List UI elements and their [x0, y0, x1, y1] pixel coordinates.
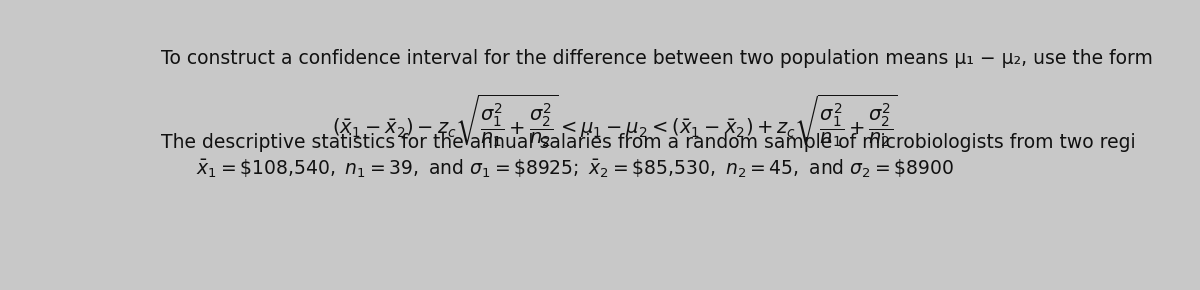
- Text: $\bar{x}_1 = \$108{,}540,\ n_1 = 39,\ \mathrm{and}\ \sigma_1 = \$8925;\ \bar{x}_: $\bar{x}_1 = \$108{,}540,\ n_1 = 39,\ \m…: [197, 158, 954, 180]
- Text: To construct a confidence interval for the difference between two population mea: To construct a confidence interval for t…: [161, 49, 1153, 68]
- Text: $\left(\bar{x}_1 - \bar{x}_2\right) - z_c\sqrt{\dfrac{\sigma_1^2}{n_1} + \dfrac{: $\left(\bar{x}_1 - \bar{x}_2\right) - z_…: [332, 93, 898, 150]
- Text: The descriptive statistics for the annual salaries from a random sample of micro: The descriptive statistics for the annua…: [161, 133, 1135, 152]
